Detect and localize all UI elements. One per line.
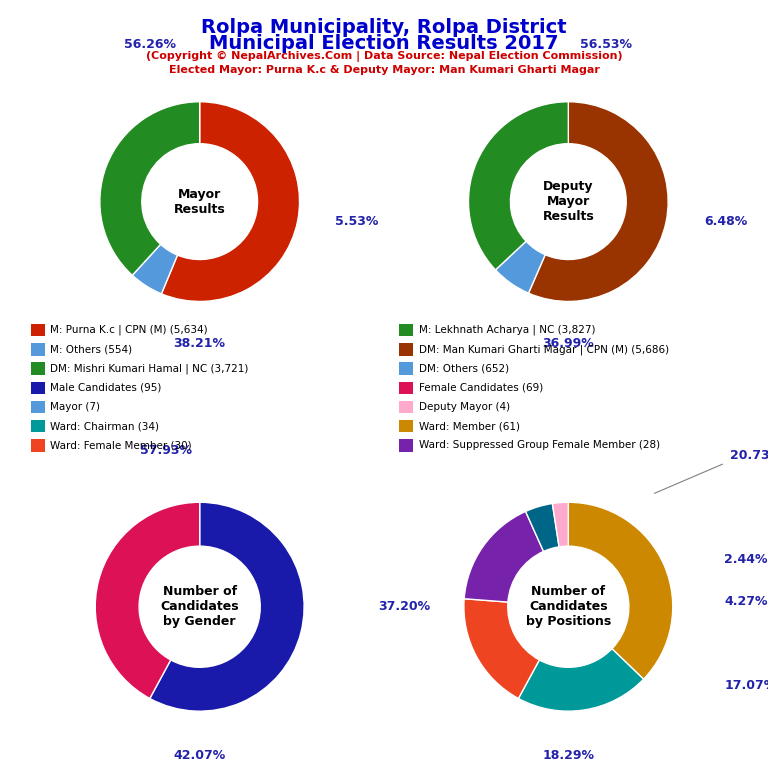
Text: Mayor (7): Mayor (7) bbox=[50, 402, 100, 412]
Text: Deputy Mayor (4): Deputy Mayor (4) bbox=[419, 402, 510, 412]
Text: Deputy
Mayor
Results: Deputy Mayor Results bbox=[542, 180, 594, 223]
Wedge shape bbox=[464, 599, 539, 698]
Text: 18.29%: 18.29% bbox=[542, 749, 594, 762]
Text: Mayor
Results: Mayor Results bbox=[174, 187, 226, 216]
Text: 56.26%: 56.26% bbox=[124, 38, 176, 51]
Wedge shape bbox=[161, 102, 300, 301]
Text: Elected Mayor: Purna K.c & Deputy Mayor: Man Kumari Gharti Magar: Elected Mayor: Purna K.c & Deputy Mayor:… bbox=[168, 65, 600, 74]
Text: Rolpa Municipality, Rolpa District: Rolpa Municipality, Rolpa District bbox=[201, 18, 567, 37]
Wedge shape bbox=[568, 502, 673, 679]
Text: Ward: Member (61): Ward: Member (61) bbox=[419, 421, 520, 432]
Wedge shape bbox=[132, 244, 177, 294]
Wedge shape bbox=[464, 511, 544, 602]
Wedge shape bbox=[528, 102, 668, 302]
Text: (Copyright © NepalArchives.Com | Data Source: Nepal Election Commission): (Copyright © NepalArchives.Com | Data So… bbox=[146, 51, 622, 61]
Text: Female Candidates (69): Female Candidates (69) bbox=[419, 382, 543, 393]
Text: Municipal Election Results 2017: Municipal Election Results 2017 bbox=[209, 34, 559, 53]
Text: 38.21%: 38.21% bbox=[174, 337, 226, 350]
Text: 57.93%: 57.93% bbox=[140, 444, 192, 456]
Text: 5.53%: 5.53% bbox=[336, 215, 379, 228]
Text: DM: Man Kumari Gharti Magar | CPN (M) (5,686): DM: Man Kumari Gharti Magar | CPN (M) (5… bbox=[419, 344, 669, 355]
Text: Ward: Female Member (30): Ward: Female Member (30) bbox=[50, 440, 191, 451]
Text: 36.99%: 36.99% bbox=[542, 337, 594, 350]
Wedge shape bbox=[100, 102, 200, 275]
Wedge shape bbox=[95, 502, 200, 698]
Wedge shape bbox=[150, 502, 304, 711]
Wedge shape bbox=[518, 649, 644, 711]
Text: 56.53%: 56.53% bbox=[580, 38, 632, 51]
Text: Number of
Candidates
by Gender: Number of Candidates by Gender bbox=[161, 585, 239, 628]
Text: M: Others (554): M: Others (554) bbox=[50, 344, 132, 355]
Text: 6.48%: 6.48% bbox=[704, 215, 747, 228]
Text: Ward: Chairman (34): Ward: Chairman (34) bbox=[50, 421, 159, 432]
Text: DM: Others (652): DM: Others (652) bbox=[419, 363, 508, 374]
Wedge shape bbox=[552, 502, 568, 547]
Text: 17.07%: 17.07% bbox=[725, 679, 768, 691]
Text: M: Lekhnath Acharya | NC (3,827): M: Lekhnath Acharya | NC (3,827) bbox=[419, 325, 595, 336]
Wedge shape bbox=[495, 241, 545, 293]
Text: 37.20%: 37.20% bbox=[378, 601, 430, 613]
Wedge shape bbox=[525, 504, 559, 551]
Wedge shape bbox=[468, 102, 568, 270]
Text: Number of
Candidates
by Positions: Number of Candidates by Positions bbox=[525, 585, 611, 628]
Text: 42.07%: 42.07% bbox=[174, 749, 226, 762]
Text: 2.44%: 2.44% bbox=[724, 553, 768, 566]
Text: Ward: Suppressed Group Female Member (28): Ward: Suppressed Group Female Member (28… bbox=[419, 440, 660, 451]
Text: Male Candidates (95): Male Candidates (95) bbox=[50, 382, 161, 393]
Text: 20.73%: 20.73% bbox=[730, 449, 768, 462]
Text: DM: Mishri Kumari Hamal | NC (3,721): DM: Mishri Kumari Hamal | NC (3,721) bbox=[50, 363, 248, 374]
Text: M: Purna K.c | CPN (M) (5,634): M: Purna K.c | CPN (M) (5,634) bbox=[50, 325, 207, 336]
Text: 4.27%: 4.27% bbox=[724, 595, 768, 608]
